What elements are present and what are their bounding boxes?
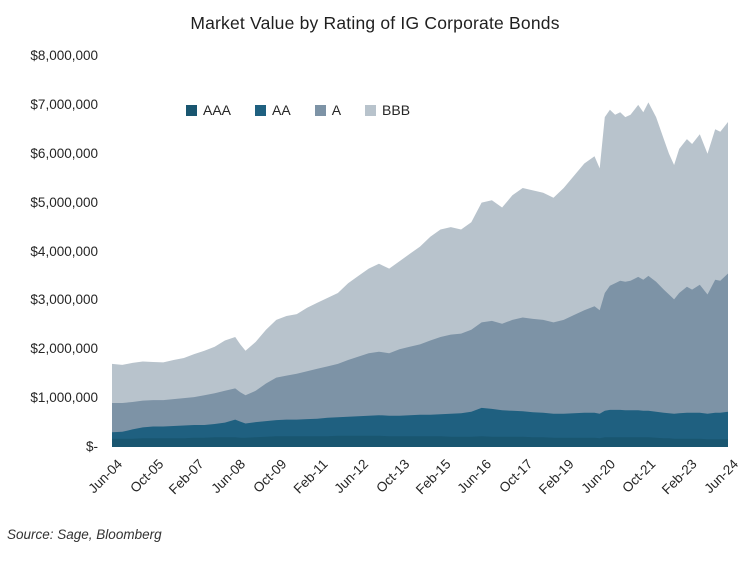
x-tick-label: Feb-11 [290,456,331,497]
area-series-a [112,273,728,447]
legend: AAA AA A BBB [186,102,410,118]
x-tick-label: Oct-09 [249,456,290,496]
y-tick-label: $- [85,439,98,454]
legend-label: AA [272,102,291,118]
legend-item-bbb: BBB [365,102,410,118]
page-title: Market Value by Rating of IG Corporate B… [190,13,560,33]
x-tick-label: Oct-17 [496,456,536,496]
x-tick-label: Jun-12 [331,456,372,497]
x-tick-label: Oct-13 [373,456,413,496]
y-tick-label: $8,000,000 [30,48,98,63]
source-note: Source: Sage, Bloomberg [7,527,162,542]
legend-item-a: A [314,102,342,118]
y-tick-label: $6,000,000 [30,145,98,161]
x-tick-label: Jun-16 [454,456,495,497]
y-tick-label: $5,000,000 [30,194,98,210]
y-tick-label: $4,000,000 [30,243,98,259]
x-tick-label: Feb-15 [412,456,454,498]
legend-item-aa: AA [255,102,291,118]
area-series-aaa [112,435,728,447]
x-tick-label: Jun-20 [577,456,618,497]
x-tick-label: Jun-24 [701,456,741,497]
plot-area [112,102,728,447]
legend-label: AAA [203,102,232,118]
x-tick-label: Feb-07 [166,456,208,498]
x-tick-label: Feb-19 [535,456,577,498]
legend-label: BBB [382,102,411,118]
y-tick-label: $1,000,000 [30,390,98,406]
x-tick-label: Jun-08 [208,456,249,497]
y-tick-label: $3,000,000 [30,292,98,308]
legend-swatch-icon [365,104,377,116]
y-tick-label: $7,000,000 [30,96,98,112]
legend-swatch-icon [186,104,197,116]
legend-swatch-icon [255,104,267,116]
legend-item-aaa: AAA [186,102,231,118]
x-tick-label: Oct-21 [619,456,659,496]
y-tick-label: $2,000,000 [30,341,98,357]
legend-swatch-icon [314,104,326,116]
legend-label: A [331,102,342,118]
x-tick-label: Feb-23 [659,456,700,498]
x-tick-label: Jun-04 [85,456,125,497]
x-tick-label: Oct-05 [126,456,167,496]
